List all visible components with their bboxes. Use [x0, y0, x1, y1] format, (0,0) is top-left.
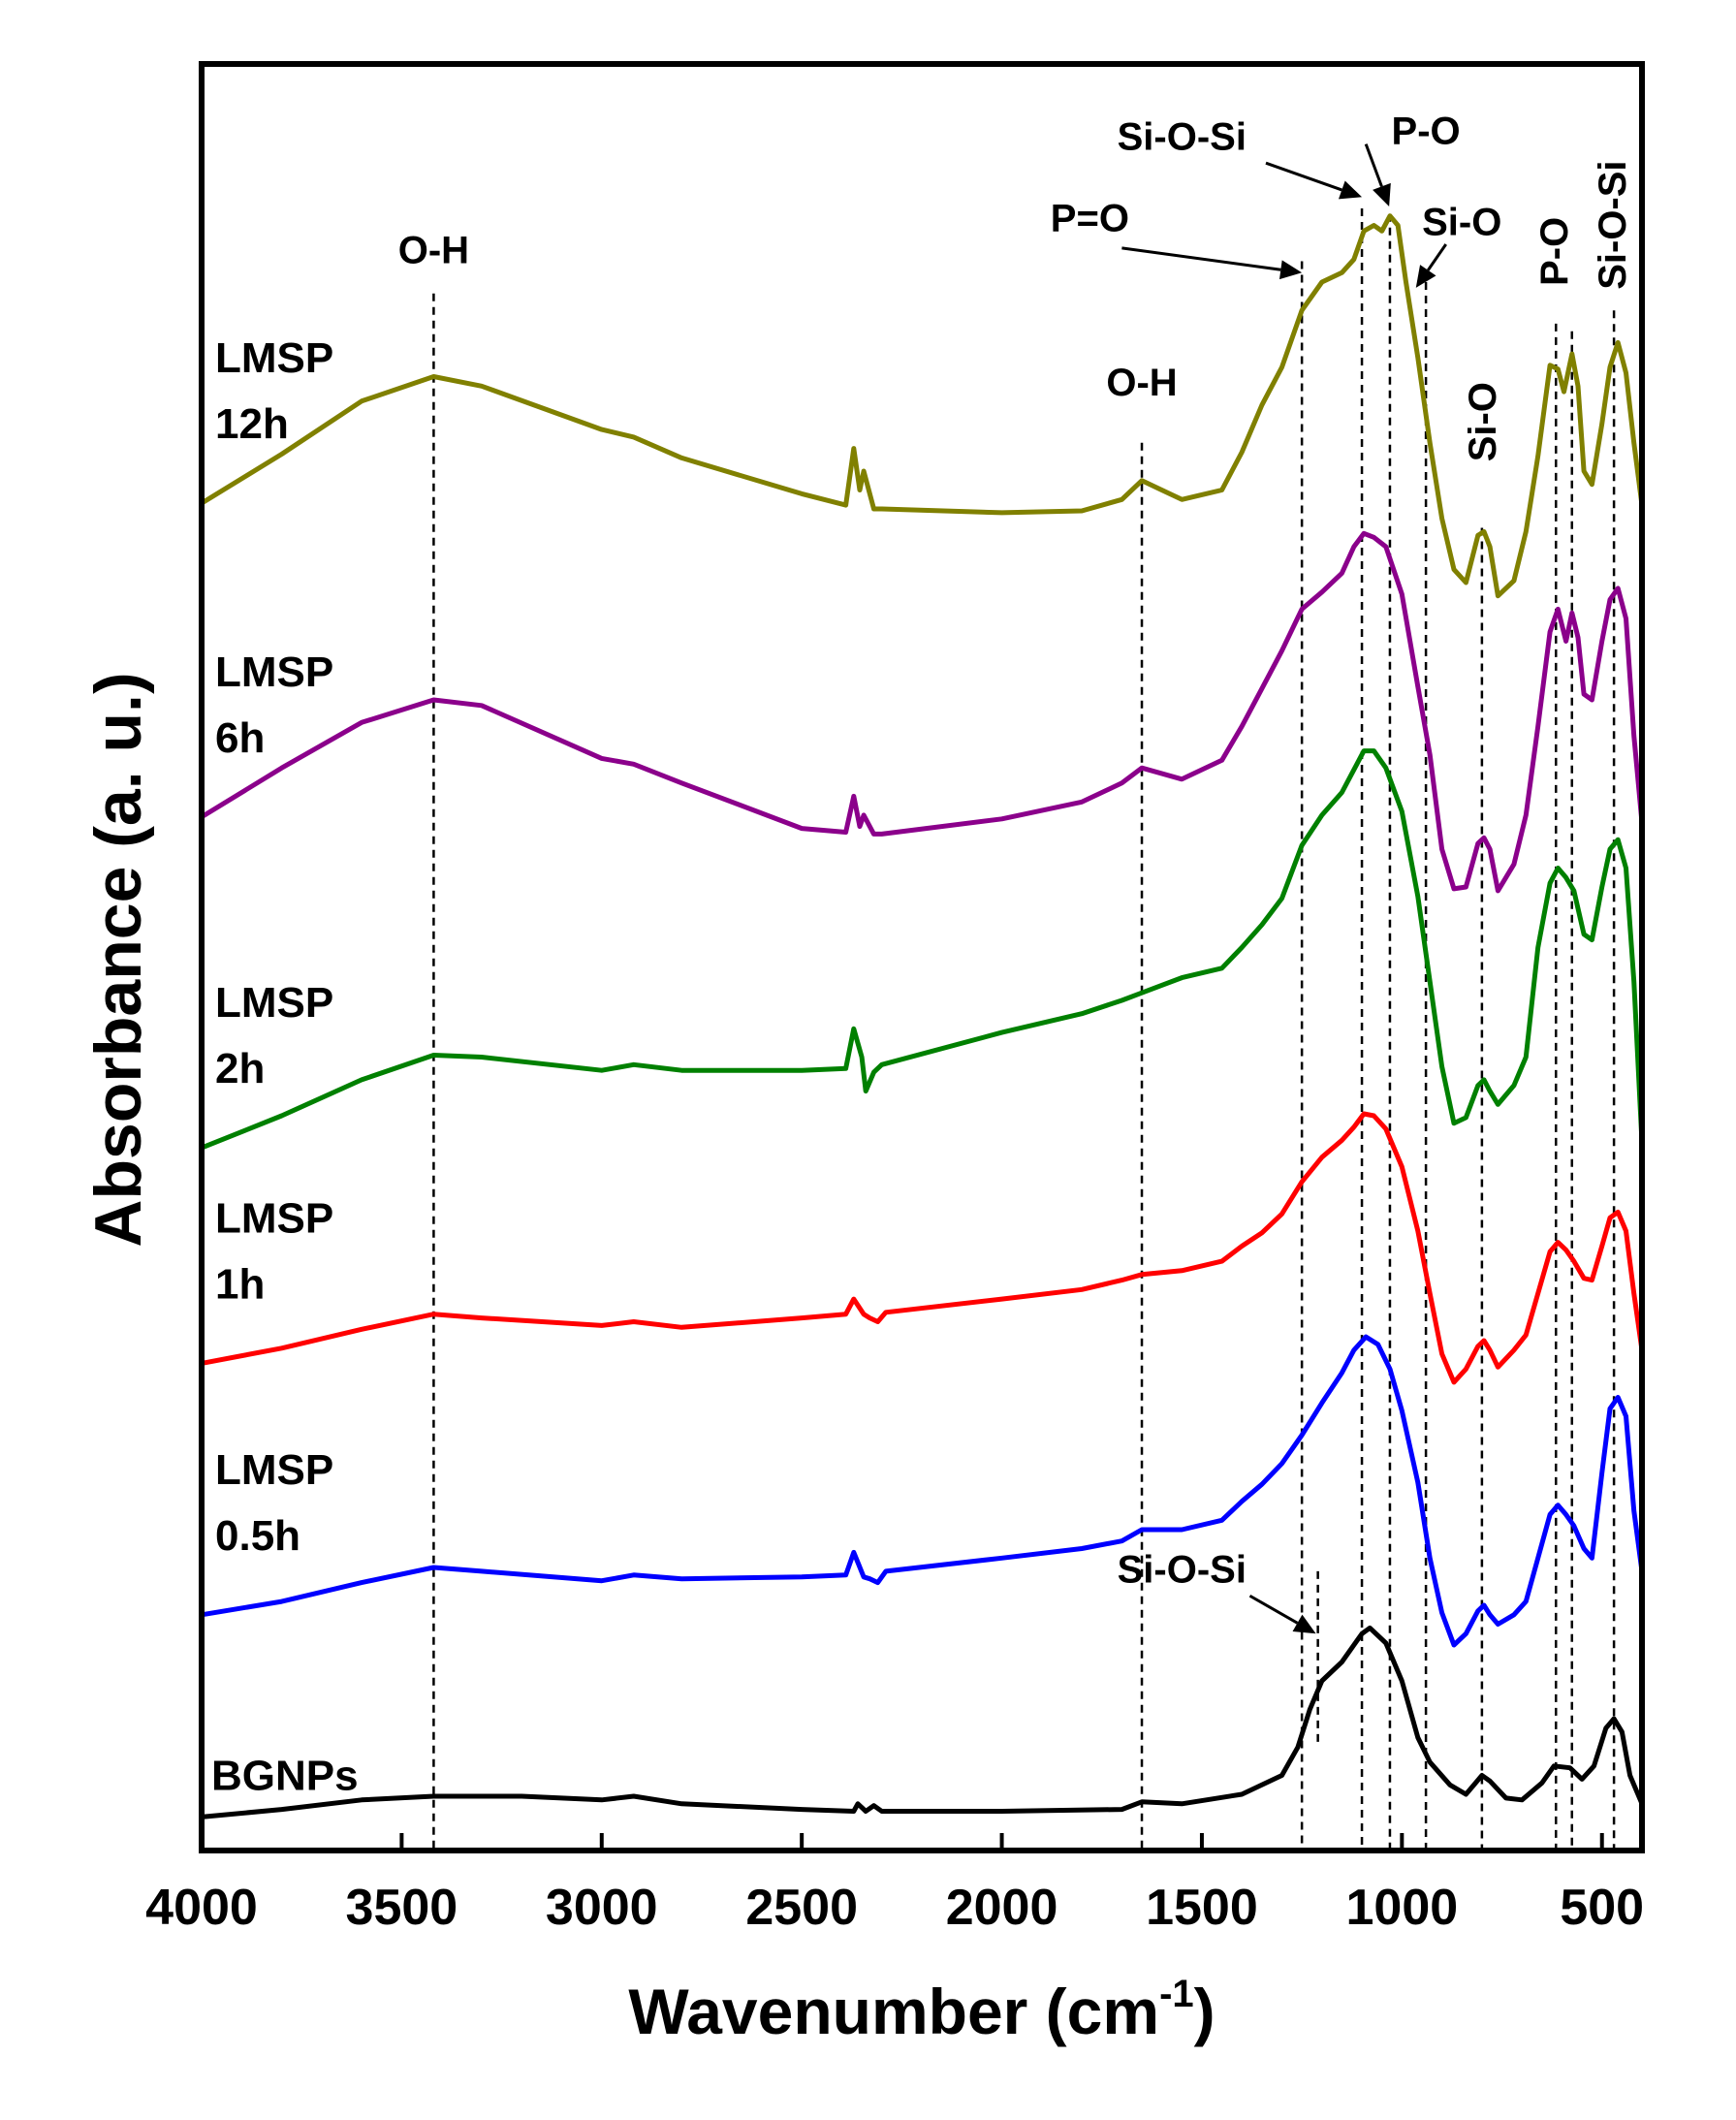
series-labels: BGNPs LMSP 0.5h LMSP 1h LMSP 2h LMSP 6h LMSP 12h [211, 334, 359, 1799]
series-label-lmsp-12h-line-2: 12h [215, 400, 289, 448]
x-axis-ticks: 4000 3500 3000 2500 2000 1500 1000 500 [145, 1833, 1644, 1936]
x-axis-title-close: ) [1194, 1976, 1215, 2047]
band-arrow-shaft-3 [1364, 143, 1383, 187]
series-label-lmsp-0-5h-line-2: 0.5h [215, 1512, 300, 1560]
band-arrow-head-1 [1278, 260, 1303, 280]
series-label-lmsp-6h-line-1: LMSP [215, 649, 333, 696]
x-tick-label-1500: 1500 [1146, 1880, 1258, 1936]
band-arrow-head-2 [1338, 180, 1363, 200]
svg-text:Wavenumber (cm-1): Wavenumber (cm-1) [628, 1973, 1215, 2047]
band-label-8: Si-O [1462, 382, 1504, 461]
series-line-bgnps [199, 1625, 1645, 1819]
series-line-lmsp-12h [199, 213, 1645, 599]
band-arrow-shaft-2 [1265, 161, 1342, 192]
band-arrows [1121, 143, 1447, 1634]
band-label-4: Si-O-Si [1118, 116, 1247, 159]
series-line-lmsp-0-5h [199, 1334, 1645, 1648]
band-arrow-shaft-5 [1248, 1594, 1299, 1625]
band-arrow-head-4 [1415, 265, 1436, 288]
x-tick-label-3500: 3500 [346, 1880, 458, 1936]
series-label-lmsp-12h-line-1: LMSP [215, 334, 333, 382]
band-label-3: P=O [1051, 197, 1129, 239]
band-arrow-shaft-4 [1427, 243, 1447, 271]
band-arrow-head-3 [1373, 182, 1391, 206]
band-label-10: Si-O-Si [1592, 160, 1634, 289]
series-label-lmsp-0-5h-line-1: LMSP [215, 1446, 333, 1494]
plot-frame [199, 61, 1645, 1853]
band-label-5: P-O [1392, 111, 1461, 153]
x-axis-title: Wavenumber (cm-1) [628, 1973, 1215, 2047]
x-tick-label-2000: 2000 [946, 1880, 1058, 1936]
series-label-lmsp-1h-line-2: 1h [215, 1260, 265, 1308]
series-line-lmsp-1h [199, 1111, 1645, 1385]
band-arrow-head-5 [1292, 1614, 1316, 1634]
x-tick-label-1000: 1000 [1345, 1880, 1458, 1936]
x-axis-title-superscript: -1 [1159, 1973, 1194, 2015]
series-line-lmsp-6h [199, 530, 1645, 894]
band-label-9: P-O [1533, 217, 1576, 286]
band-label-1: O-H [398, 230, 469, 272]
series-label-bgnps: BGNPs [211, 1752, 359, 1799]
series-label-lmsp-2h-line-1: LMSP [215, 979, 333, 1027]
band-label-7: Si-O-Si [1118, 1549, 1247, 1592]
series-label-lmsp-2h-line-2: 2h [215, 1045, 265, 1092]
band-label-6: Si-O [1422, 201, 1501, 243]
series-line-lmsp-2h [199, 748, 1645, 1151]
x-tick-label-2500: 2500 [745, 1880, 858, 1936]
band-label-2: O-H [1106, 362, 1177, 404]
x-tick-label-4000: 4000 [145, 1880, 258, 1936]
series-label-lmsp-1h-line-1: LMSP [215, 1194, 333, 1242]
reference-lines [432, 207, 1616, 1851]
series-label-lmsp-6h-line-2: 6h [215, 714, 265, 762]
x-tick-label-3000: 3000 [546, 1880, 658, 1936]
y-axis-title: Absorbance (a. u.) [81, 672, 155, 1247]
band-labels: O-H O-H P=O Si-O-Si P-O Si-O Si-O-Si Si-O P-O Si-… [398, 111, 1634, 1592]
x-tick-label-500: 500 [1560, 1880, 1644, 1936]
band-arrow-shaft-1 [1121, 246, 1281, 271]
spectra-lines [199, 213, 1645, 1819]
x-axis-title-main: Wavenumber (cm [628, 1976, 1159, 2047]
